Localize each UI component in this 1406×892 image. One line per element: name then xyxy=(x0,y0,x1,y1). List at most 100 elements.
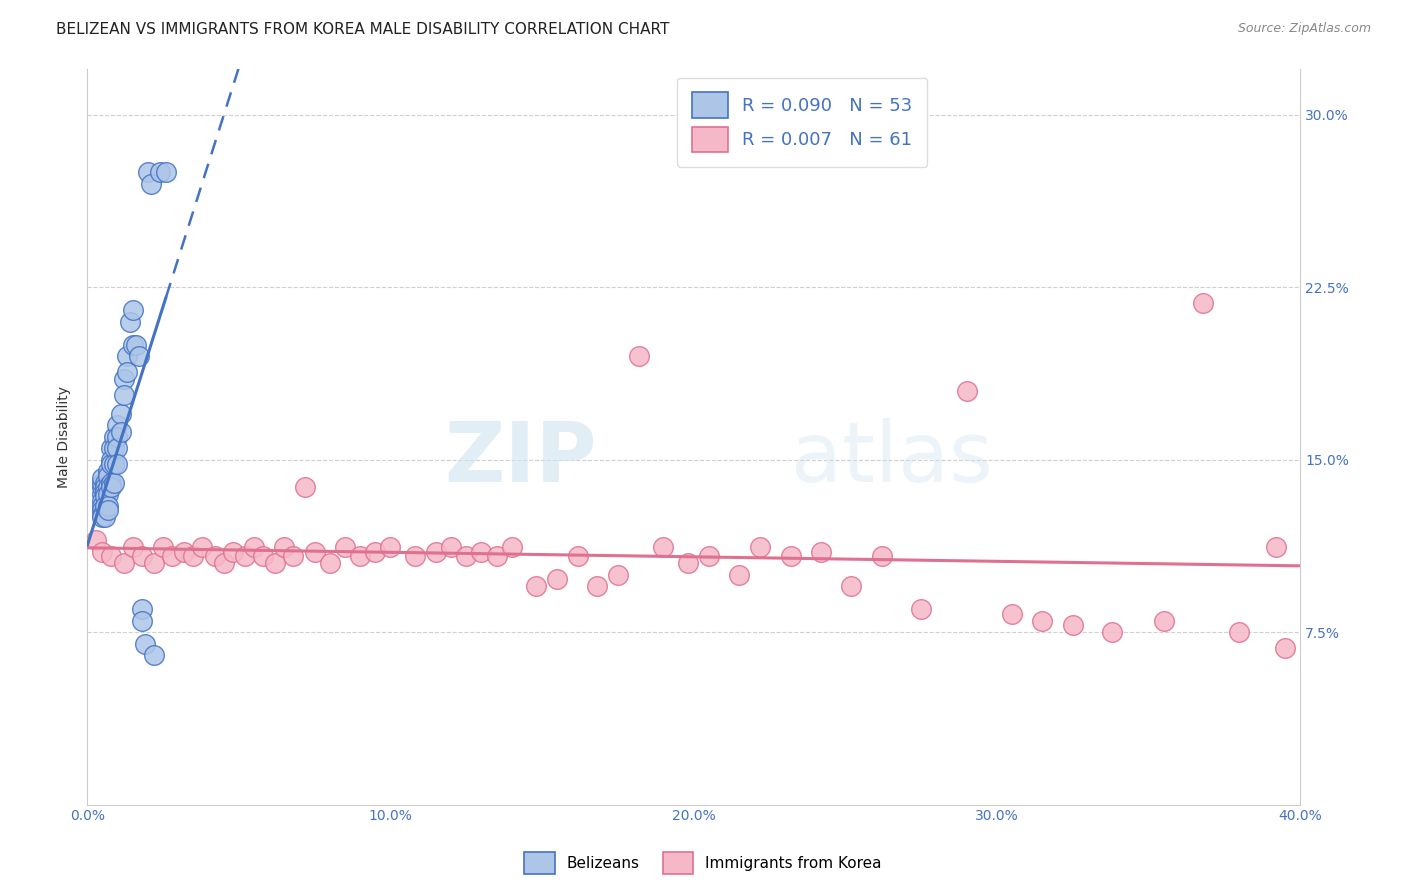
Point xyxy=(749,540,772,554)
Point xyxy=(91,503,114,517)
Point xyxy=(501,540,523,554)
Point xyxy=(304,544,326,558)
Point xyxy=(100,475,122,490)
Point xyxy=(364,544,387,558)
Point xyxy=(136,165,159,179)
Point xyxy=(697,549,720,564)
Point xyxy=(243,540,266,554)
Point xyxy=(100,452,122,467)
Point xyxy=(264,556,287,570)
Point xyxy=(91,499,114,513)
Point xyxy=(1001,607,1024,621)
Point xyxy=(118,314,141,328)
Point xyxy=(100,549,122,564)
Point xyxy=(91,544,114,558)
Point xyxy=(470,544,492,558)
Point xyxy=(107,441,129,455)
Point xyxy=(585,579,607,593)
Y-axis label: Male Disability: Male Disability xyxy=(58,385,72,488)
Point xyxy=(333,540,356,554)
Point xyxy=(91,494,114,508)
Point xyxy=(425,544,447,558)
Point xyxy=(1192,296,1215,310)
Point xyxy=(380,540,402,554)
Point xyxy=(97,480,120,494)
Point xyxy=(112,388,135,402)
Point xyxy=(910,602,932,616)
Point xyxy=(91,480,114,494)
Point xyxy=(606,567,628,582)
Point xyxy=(233,549,256,564)
Point xyxy=(628,349,651,363)
Point xyxy=(142,648,165,662)
Point xyxy=(134,637,156,651)
Point xyxy=(103,475,125,490)
Point xyxy=(1264,540,1286,554)
Point xyxy=(142,556,165,570)
Point xyxy=(84,533,107,547)
Point xyxy=(1229,625,1251,640)
Point xyxy=(155,165,177,179)
Text: ZIP: ZIP xyxy=(444,418,596,500)
Point xyxy=(97,503,120,517)
Point xyxy=(149,165,172,179)
Point xyxy=(810,544,832,558)
Point xyxy=(94,489,117,503)
Point xyxy=(440,540,463,554)
Point xyxy=(181,549,204,564)
Point xyxy=(97,464,120,478)
Point xyxy=(273,540,295,554)
Point xyxy=(94,480,117,494)
Point xyxy=(1274,641,1296,656)
Point xyxy=(107,429,129,443)
Point xyxy=(1062,618,1084,632)
Point xyxy=(91,510,114,524)
Point xyxy=(252,549,274,564)
Point xyxy=(110,407,132,421)
Point xyxy=(212,556,235,570)
Point xyxy=(839,579,862,593)
Point xyxy=(546,572,568,586)
Point xyxy=(222,544,245,558)
Point xyxy=(94,484,117,499)
Point xyxy=(652,540,675,554)
Point xyxy=(107,418,129,433)
Point xyxy=(97,468,120,483)
Point xyxy=(349,549,371,564)
Point xyxy=(870,549,893,564)
Point xyxy=(128,349,150,363)
Text: atlas: atlas xyxy=(790,418,993,500)
Point xyxy=(131,602,153,616)
Text: Source: ZipAtlas.com: Source: ZipAtlas.com xyxy=(1237,22,1371,36)
Point xyxy=(115,365,138,379)
Point xyxy=(94,475,117,490)
Point xyxy=(955,384,977,398)
Point xyxy=(124,337,146,351)
Point xyxy=(676,556,699,570)
Point xyxy=(728,567,751,582)
Point xyxy=(94,499,117,513)
Point xyxy=(110,425,132,439)
Point xyxy=(103,457,125,471)
Point xyxy=(319,556,342,570)
Point xyxy=(121,540,143,554)
Point xyxy=(100,441,122,455)
Point xyxy=(173,544,195,558)
Point xyxy=(100,457,122,471)
Text: BELIZEAN VS IMMIGRANTS FROM KOREA MALE DISABILITY CORRELATION CHART: BELIZEAN VS IMMIGRANTS FROM KOREA MALE D… xyxy=(56,22,669,37)
Point xyxy=(160,549,183,564)
Point xyxy=(294,480,316,494)
Point xyxy=(485,549,508,564)
Point xyxy=(456,549,478,564)
Legend: Belizeans, Immigrants from Korea: Belizeans, Immigrants from Korea xyxy=(517,846,889,880)
Point xyxy=(115,349,138,363)
Point xyxy=(131,614,153,628)
Point xyxy=(139,177,162,191)
Point xyxy=(112,556,135,570)
Point xyxy=(779,549,801,564)
Point xyxy=(191,540,214,554)
Point xyxy=(100,480,122,494)
Point xyxy=(283,549,305,564)
Legend: R = 0.090   N = 53, R = 0.007   N = 61: R = 0.090 N = 53, R = 0.007 N = 61 xyxy=(678,78,927,167)
Point xyxy=(1153,614,1175,628)
